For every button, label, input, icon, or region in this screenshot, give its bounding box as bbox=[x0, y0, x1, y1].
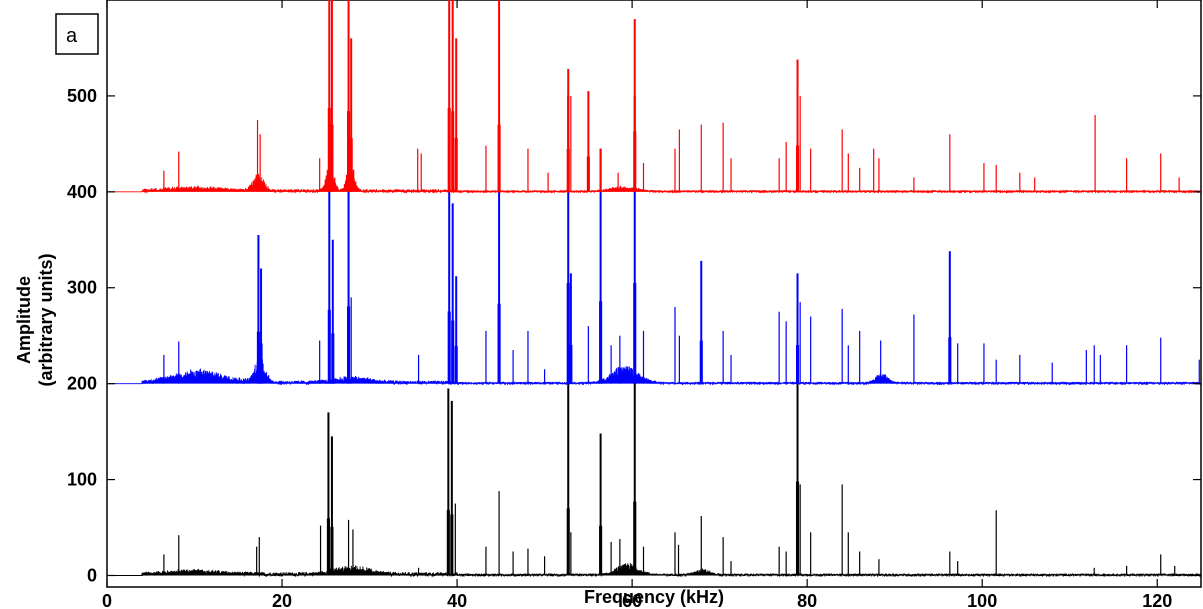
y-tick-label-100: 100 bbox=[67, 470, 97, 490]
series-1-noise-floor bbox=[107, 358, 1202, 386]
x-tick-label-100: 100 bbox=[967, 591, 997, 609]
x-tick-label-120: 120 bbox=[1142, 591, 1172, 609]
y-tick-label-200: 200 bbox=[67, 374, 97, 394]
x-tick-label-20: 20 bbox=[272, 591, 292, 609]
series-layer bbox=[107, 0, 1202, 578]
series-0 bbox=[107, 306, 1202, 578]
series-1 bbox=[107, 95, 1202, 386]
x-tick-label-80: 80 bbox=[797, 591, 817, 609]
x-tick-label-0: 0 bbox=[102, 591, 112, 609]
y-tick-label-500: 500 bbox=[67, 86, 97, 106]
y-axis-title-line2: (arbitrary units) bbox=[36, 253, 56, 386]
panel-label: a bbox=[66, 25, 78, 47]
series-2-noise-floor bbox=[107, 158, 1202, 194]
series-2 bbox=[107, 0, 1202, 194]
series-0-noise-floor bbox=[107, 563, 1202, 578]
panel-label-box: a bbox=[55, 13, 99, 55]
y-axis-title-line1: Amplitude bbox=[14, 276, 34, 364]
y-tick-label-400: 400 bbox=[67, 182, 97, 202]
x-tick-label-60: 60 bbox=[622, 591, 642, 609]
y-tick-label-300: 300 bbox=[67, 278, 97, 298]
axis-layer: 0 20 40 60 80 100 120 0 100 200 300 400 500 bbox=[67, 0, 1201, 609]
y-tick-label-0: 0 bbox=[87, 565, 97, 585]
x-tick-label-40: 40 bbox=[447, 591, 467, 609]
panel-label-frame bbox=[55, 13, 99, 55]
plot-area bbox=[106, 0, 1202, 588]
x-axis-title: Frequency (kHz) bbox=[584, 587, 724, 607]
